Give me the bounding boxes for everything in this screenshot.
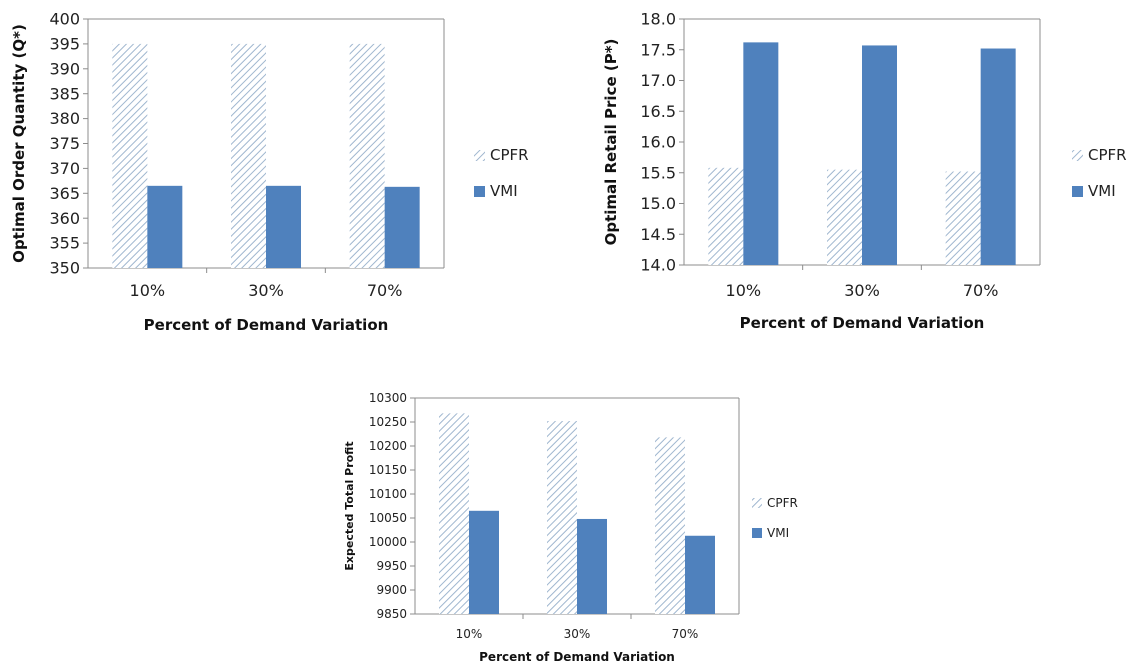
y-tick-label: 365 [49,184,80,203]
bar-cpfr-30pct [827,169,862,265]
x-tick-label: 70% [672,627,699,641]
bar-vmi-10pct [147,185,183,268]
x-tick-label: 70% [963,281,999,300]
bar-cpfr-10pct [708,167,744,265]
y-tick-label: 375 [49,134,80,153]
bar-cpfr-70pct [349,43,385,269]
bar-vmi-30pct [266,185,301,268]
bar-vmi-10pct [469,510,499,614]
x-tick-label: 10% [456,627,483,641]
y-tick-label: 10100 [369,487,407,501]
x-tick-label: 30% [248,281,284,300]
bar-cpfr-30pct [231,43,266,269]
legend-label-vmi: VMI [767,526,789,540]
x-tick-label: 10% [130,281,166,300]
y-tick-label: 16.5 [640,102,676,121]
y-tick-label: 350 [49,259,80,278]
bar-vmi-30pct [862,45,897,265]
x-axis-title: Percent of Demand Variation [740,314,985,332]
y-tick-label: 10300 [369,391,407,405]
y-axis-title: Optimal Order Quantity (Q*) [10,24,28,263]
chart-1: 350 355 360 365 370 375 380 385 390 395 400 10% 30% 7… [10,10,529,334]
y-tick-label: 380 [49,109,80,128]
y-tick-label: 10000 [369,535,407,549]
chart-2: 14.0 14.5 15.0 15.5 16.0 16.5 17.0 17.5 18.0 10% 3… [602,10,1127,332]
bar-vmi-10pct [743,42,779,266]
y-axis-title: Optimal Retail Price (P*) [602,39,620,246]
bar-vmi-70pct [384,186,420,268]
y-tick-label: 9850 [376,607,407,621]
x-tick-label: 30% [844,281,880,300]
y-tick-label: 390 [49,59,80,78]
y-tick-label: 10200 [369,439,407,453]
y-tick-label: 385 [49,84,80,103]
y-tick-label: 10150 [369,463,407,477]
bar-vmi-70pct [685,535,715,614]
bar-vmi-30pct [577,518,607,614]
y-axis-title: Expected Total Profit [343,441,356,570]
y-tick-label: 15.5 [640,163,676,182]
chart-3: 9850 9900 9950 10000 10050 10100 10150 10200 102… [343,391,798,664]
x-tick-label: 70% [367,281,403,300]
y-tick-label: 355 [49,234,80,253]
x-tick-label: 30% [564,627,591,641]
y-tick-label: 400 [49,10,80,29]
bar-cpfr-10pct [112,43,148,269]
bar-vmi-70pct [980,48,1016,265]
bar-cpfr-70pct [655,437,685,614]
legend-swatch-cpfr [752,498,762,508]
legend-swatch-cpfr [1072,150,1083,161]
legend-swatch-vmi [1072,186,1083,197]
y-tick-label: 18.0 [640,10,676,29]
legend-swatch-vmi [474,186,485,197]
legend-swatch-vmi [752,528,762,538]
legend-label-vmi: VMI [490,182,518,200]
bar-cpfr-30pct [547,421,577,614]
bar-cpfr-10pct [439,413,469,614]
y-tick-label: 17.5 [640,40,676,59]
y-tick-label: 16.0 [640,133,676,152]
y-tick-label: 10250 [369,415,407,429]
bar-cpfr-70pct [945,171,981,265]
legend-label-cpfr: CPFR [490,146,529,164]
legend-label-cpfr: CPFR [767,496,798,510]
y-tick-label: 15.0 [640,194,676,213]
y-tick-label: 9900 [376,583,407,597]
legend-swatch-cpfr [474,150,485,161]
y-tick-label: 370 [49,159,80,178]
x-axis-title: Percent of Demand Variation [479,650,675,664]
y-tick-label: 10050 [369,511,407,525]
y-tick-label: 17.0 [640,71,676,90]
y-tick-label: 360 [49,209,80,228]
y-tick-label: 14.0 [640,256,676,275]
legend-label-vmi: VMI [1088,182,1116,200]
legend-label-cpfr: CPFR [1088,146,1127,164]
y-tick-label: 395 [49,35,80,54]
x-tick-label: 10% [726,281,762,300]
x-axis-title: Percent of Demand Variation [144,316,389,334]
y-tick-label: 14.5 [640,225,676,244]
y-tick-label: 9950 [376,559,407,573]
